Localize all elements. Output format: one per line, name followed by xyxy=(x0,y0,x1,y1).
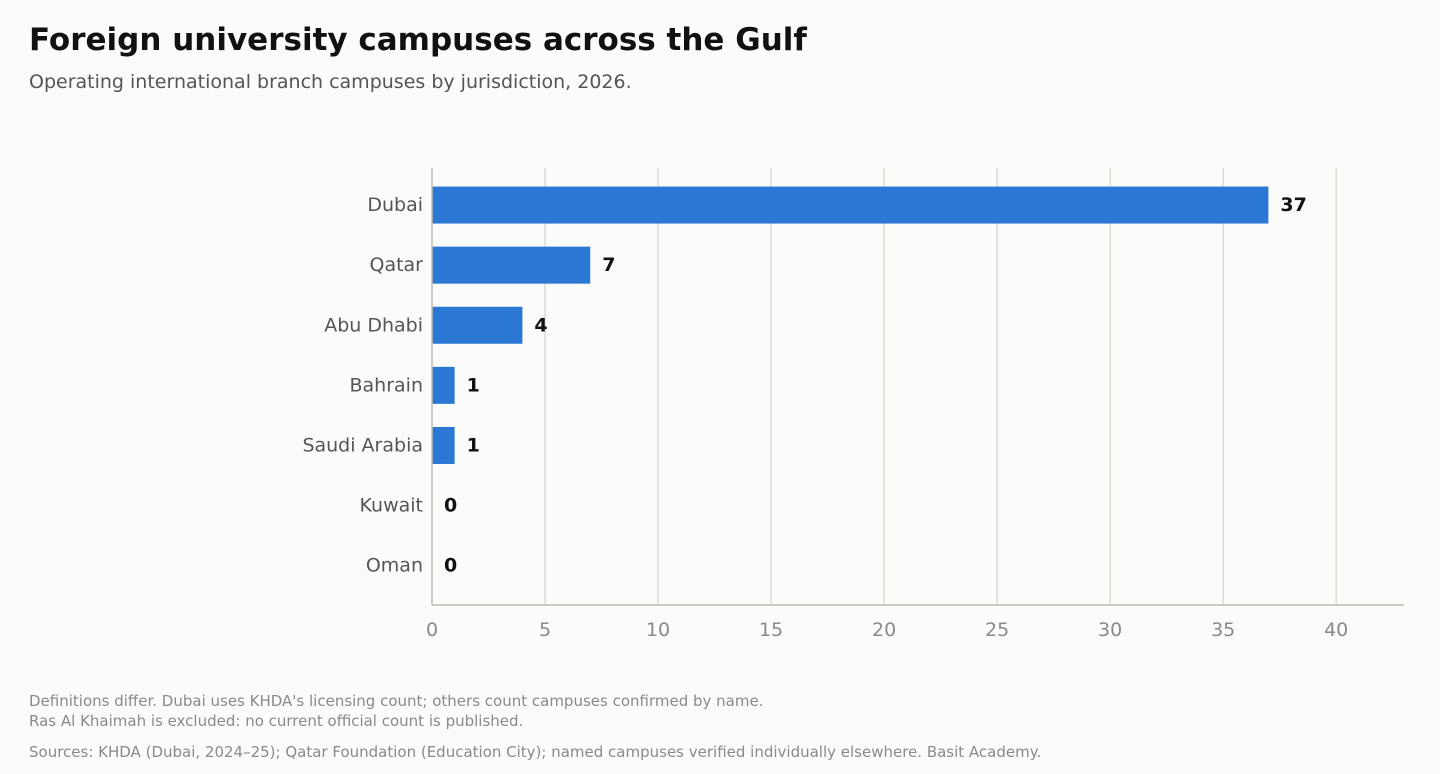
x-tick-label: 30 xyxy=(1098,619,1122,641)
x-tick-label: 0 xyxy=(426,619,438,641)
data-label: 7 xyxy=(602,254,615,276)
grid-lines xyxy=(544,168,1337,605)
category-label: Qatar xyxy=(369,254,423,276)
data-label: 4 xyxy=(534,314,547,336)
bars xyxy=(432,186,1269,464)
x-tick-label: 40 xyxy=(1324,619,1348,641)
chart-notes: Definitions differ. Dubai uses KHDA's li… xyxy=(29,691,763,731)
note-line: Definitions differ. Dubai uses KHDA's li… xyxy=(29,692,764,710)
labels: Dubai 37 Qatar 7 Abu Dhabi 4 Bahrain 1 Saudi Ara… xyxy=(302,194,1348,641)
x-tick-label: 25 xyxy=(985,619,1009,641)
category-label: Dubai xyxy=(367,194,423,216)
category-label: Oman xyxy=(366,555,423,577)
axes xyxy=(431,168,1404,606)
data-label: 1 xyxy=(467,434,480,456)
chart-source: Sources: KHDA (Dubai, 2024–25); Qatar Fo… xyxy=(29,743,1042,761)
bar xyxy=(432,246,591,284)
chart-subtitle: Operating international branch campuses … xyxy=(29,71,632,93)
x-tick-label: 35 xyxy=(1211,619,1235,641)
category-label: Kuwait xyxy=(360,495,423,517)
data-label: 0 xyxy=(444,555,457,577)
bar-chart: Dubai 37 Qatar 7 Abu Dhabi 4 Bahrain 1 Saudi Ara… xyxy=(302,168,1404,641)
bar xyxy=(432,366,455,404)
x-tick-label: 15 xyxy=(759,619,783,641)
category-label: Saudi Arabia xyxy=(302,434,423,456)
chart-title: Foreign university campuses across the G… xyxy=(29,22,807,58)
data-label: 37 xyxy=(1280,194,1306,216)
bar xyxy=(432,306,523,344)
category-label: Bahrain xyxy=(350,374,424,396)
data-label: 1 xyxy=(467,374,480,396)
x-tick-label: 5 xyxy=(539,619,551,641)
bar xyxy=(432,186,1269,224)
data-label: 0 xyxy=(444,495,457,517)
category-label: Abu Dhabi xyxy=(324,314,423,336)
x-tick-label: 10 xyxy=(646,619,670,641)
x-tick-label: 20 xyxy=(872,619,896,641)
note-line: Ras Al Khaimah is excluded: no current o… xyxy=(29,712,524,730)
bar xyxy=(432,426,455,464)
